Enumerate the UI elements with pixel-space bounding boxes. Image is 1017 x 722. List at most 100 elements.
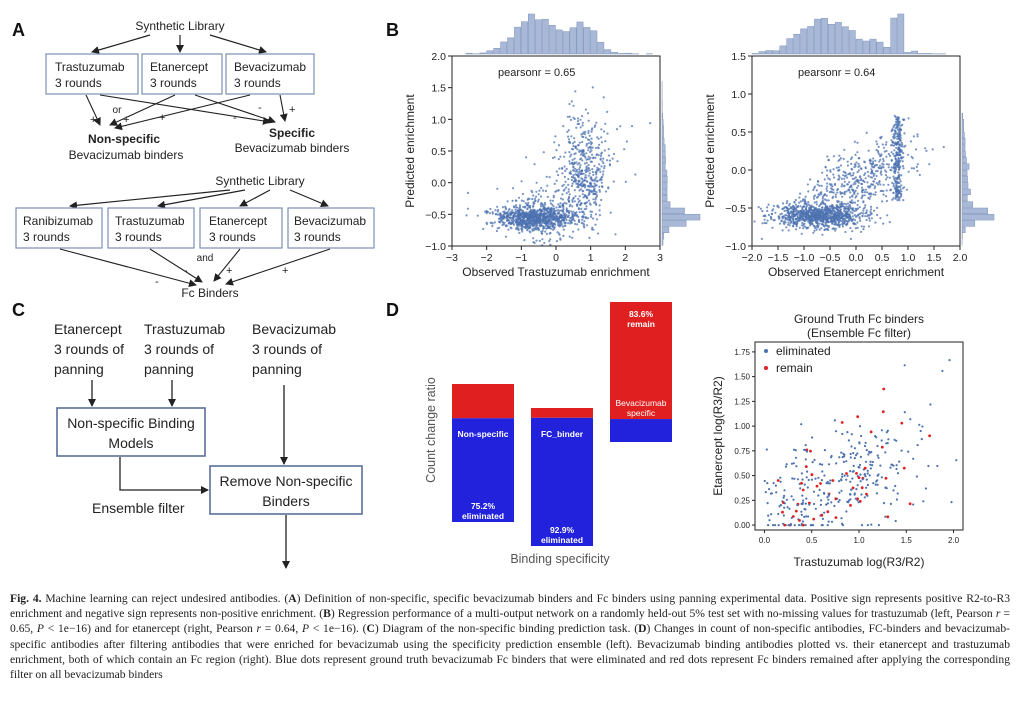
data-point [900,141,903,144]
data-point [562,234,565,237]
right-hist-bar [661,138,665,145]
data-point [554,135,557,138]
x-tick-label: −0.5 [820,252,841,264]
data-point [897,116,900,119]
data-point [603,149,606,152]
data-point [623,148,626,151]
point-remain [881,410,885,414]
data-point [531,191,534,194]
data-point [834,193,837,196]
data-point [578,220,581,224]
data-point [587,131,590,135]
point-eliminated [845,460,848,463]
data-point [568,219,571,222]
box-sub: 3 rounds [23,230,70,244]
point-eliminated [849,498,852,501]
data-point [573,200,577,203]
input-etanercept-2: 3 rounds of [54,341,124,357]
point-eliminated [841,432,844,436]
point-eliminated [801,494,804,497]
data-point [874,164,877,167]
data-point [581,132,585,135]
data-point [542,219,545,223]
data-point [792,209,796,213]
point-remain [856,415,860,419]
data-point [872,157,875,160]
point-eliminated [807,515,810,518]
data-point [518,207,521,210]
point-remain [886,515,890,519]
data-point [799,205,802,208]
bar-value-label: eliminated [541,535,583,545]
data-point [566,130,569,133]
data-point [821,206,824,209]
data-point [832,176,836,179]
y-tick-label: 0.0 [731,165,746,177]
point-eliminated [915,475,919,478]
right-hist-bar [961,214,995,221]
data-point [574,212,577,215]
data-point [588,236,591,239]
bar-eliminated [531,417,593,546]
point-eliminated [811,436,814,439]
data-point [869,205,873,208]
data-point [895,143,898,146]
data-point [578,162,581,165]
x-tick-label: 0.0 [759,536,771,545]
data-point [575,126,578,129]
data-point [867,174,870,178]
data-point [516,221,519,224]
point-remain [882,387,886,391]
data-point [826,218,829,221]
data-point [511,187,515,190]
top-hist-bar [918,53,925,55]
data-point [794,218,797,221]
data-point [885,141,888,144]
point-eliminated [842,460,846,463]
data-point [862,212,865,215]
data-point [834,229,837,232]
data-point [565,167,568,170]
point-eliminated [866,469,869,472]
data-point [578,189,581,192]
data-point [852,201,855,204]
data-point [587,155,590,158]
data-point [894,120,898,123]
data-point [818,228,821,231]
data-point [806,183,810,186]
data-point [590,215,593,218]
data-point [831,191,834,194]
data-point [810,204,813,207]
data-point [860,177,863,181]
point-remain [928,434,931,438]
data-point [572,174,575,177]
data-point [595,153,599,156]
data-point [860,182,863,185]
data-point [813,225,816,228]
right-hist-bar [661,220,687,227]
data-point [528,215,531,218]
data-point [578,141,581,144]
data-point [818,205,821,208]
point-eliminated [838,491,841,494]
data-point [600,136,603,139]
box-sub: 3 rounds [115,230,162,244]
point-eliminated [817,494,820,497]
point-remain [820,513,824,517]
right-hist-bar [661,214,701,221]
point-eliminated [891,463,894,466]
data-point [834,182,837,185]
data-point [887,183,890,186]
data-point [534,199,537,202]
right-hist-bar [661,150,666,157]
data-point [568,205,572,208]
data-point [555,214,558,217]
data-point [578,172,581,175]
x-axis-label: Binding specificity [510,552,610,566]
data-point [604,190,608,193]
data-point [571,148,575,151]
point-eliminated [830,454,833,458]
data-point [839,223,842,226]
data-point [855,161,858,164]
data-point [864,188,868,191]
